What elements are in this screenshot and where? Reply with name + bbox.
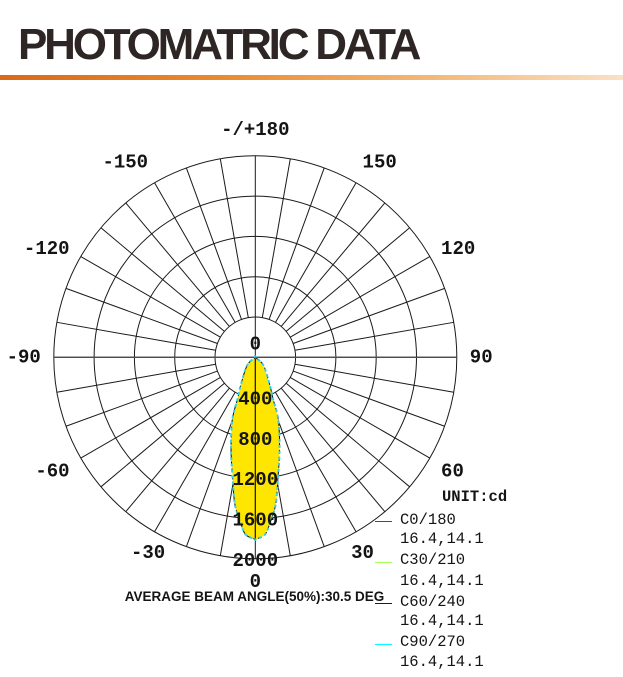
svg-text:-/+180: -/+180 <box>221 119 289 141</box>
svg-text:120: 120 <box>441 238 475 260</box>
svg-text:1200: 1200 <box>232 469 278 491</box>
svg-text:1600: 1600 <box>232 510 278 532</box>
svg-text:2000: 2000 <box>232 550 278 572</box>
svg-text:400: 400 <box>238 389 272 411</box>
svg-text:-60: -60 <box>35 461 69 483</box>
svg-text:0: 0 <box>250 333 261 355</box>
svg-text:150: 150 <box>363 152 397 174</box>
svg-text:-150: -150 <box>102 152 148 174</box>
svg-text:-120: -120 <box>24 238 70 260</box>
svg-text:-30: -30 <box>131 542 165 564</box>
svg-text:90: 90 <box>470 346 493 368</box>
svg-text:800: 800 <box>238 429 272 451</box>
svg-text:30: 30 <box>351 542 374 564</box>
svg-text:60: 60 <box>441 461 464 483</box>
svg-text:-90: -90 <box>7 346 41 368</box>
